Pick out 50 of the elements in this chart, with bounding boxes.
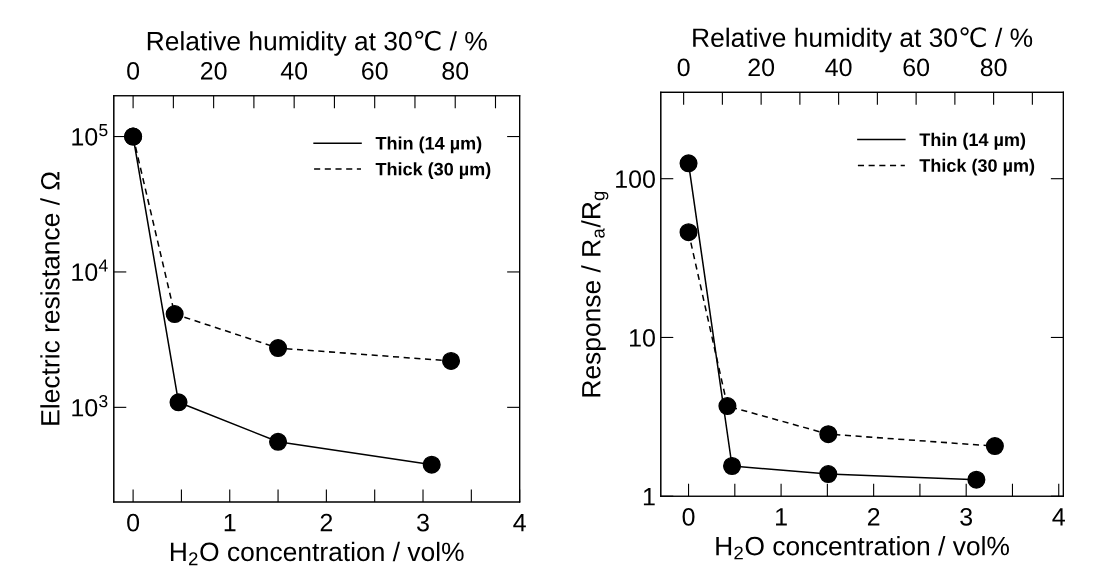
x-axis-title: H$_{2}$O concentration / vol%	[716, 536, 1009, 560]
x2-tick-label: 80	[442, 62, 469, 80]
point	[269, 339, 288, 358]
legend-label: Thick (30 µm)	[919, 158, 1035, 176]
x2-tick-label: 40	[825, 58, 852, 77]
y-tick-label: 10$^{4}$	[72, 259, 108, 282]
x2-tick-label: 20	[748, 58, 775, 77]
point	[442, 351, 461, 371]
point	[723, 456, 742, 476]
y-tick-label: 10$^{3}$	[72, 394, 108, 417]
point	[967, 470, 986, 489]
x2-tick-label: 20	[200, 62, 227, 80]
x-tick-label: 3	[417, 513, 429, 532]
x-tick-label: 1	[776, 508, 787, 526]
x2-tick-label: 60	[903, 58, 930, 77]
y-tick-label: 1	[643, 488, 655, 506]
point	[422, 455, 441, 474]
x2-tick-label: 0	[677, 58, 690, 77]
y-tick-label: 100	[616, 170, 655, 188]
point	[819, 425, 838, 444]
x-tick-label: 0	[682, 507, 695, 526]
point	[269, 432, 288, 451]
y-tick-label: 10$^{5}$	[72, 124, 108, 146]
x-tick-label: 4	[1052, 508, 1065, 526]
legend-label: Thin (14 µm)	[375, 136, 482, 154]
x2-tick-label: 80	[980, 58, 1007, 77]
x-tick-label: 0	[127, 513, 140, 532]
x2-tick-label: 60	[362, 62, 388, 80]
point	[679, 154, 698, 173]
point	[819, 464, 838, 484]
x-tick-label: 3	[960, 507, 973, 526]
x2-axis-title: Relative humidity at 30℃ / %	[147, 30, 487, 56]
x-tick-label: 2	[867, 507, 880, 526]
y-axis-title: Response / R$_{a}$/R$_{g}$	[581, 191, 609, 397]
point	[718, 396, 737, 416]
legend-label: Thick (30 µm)	[375, 162, 491, 180]
x2-tick-label: 0	[127, 62, 140, 80]
x-tick-label: 4	[513, 514, 526, 532]
x-tick-label: 1	[224, 514, 236, 532]
legend-label: Thin (14 µm)	[919, 132, 1026, 150]
point	[165, 304, 184, 324]
x-tick-label: 2	[320, 513, 333, 532]
point	[679, 223, 698, 242]
point	[985, 437, 1004, 456]
y-tick-label: 10	[630, 329, 655, 347]
y-axis-title: Electric resistance / Ω	[40, 172, 60, 425]
x-axis-title: H$_{2}$O concentration / vol%	[170, 541, 464, 566]
x2-axis-title: Relative humidity at 30℃ / %	[693, 27, 1033, 53]
point	[169, 393, 188, 412]
x2-tick-label: 40	[280, 62, 308, 80]
